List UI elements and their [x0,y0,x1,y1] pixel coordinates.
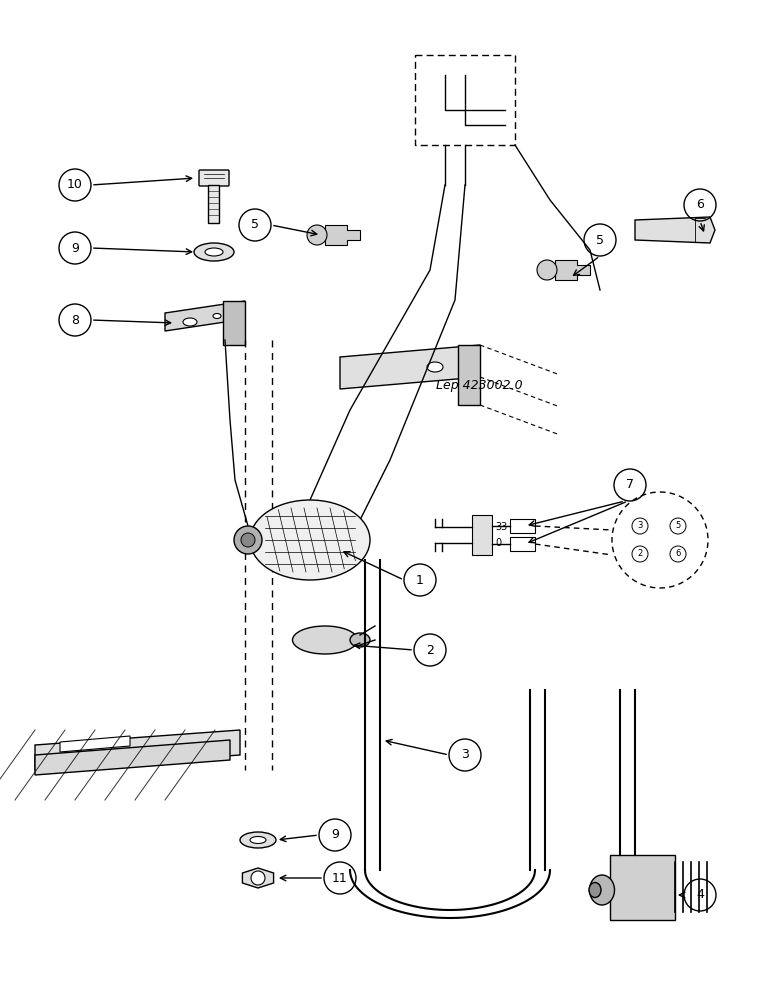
Text: Lep 423002.0: Lep 423002.0 [436,378,523,391]
Text: 8: 8 [71,314,79,326]
Text: 5: 5 [596,233,604,246]
Polygon shape [340,345,480,389]
Circle shape [241,533,255,547]
Circle shape [251,871,265,885]
Text: 2: 2 [638,550,642,558]
Bar [610,855,675,920]
Ellipse shape [250,500,370,580]
Text: 3: 3 [638,522,642,530]
Text: 1: 1 [416,574,424,586]
Polygon shape [35,740,230,775]
Polygon shape [458,345,480,405]
Ellipse shape [250,836,266,844]
Text: 9: 9 [331,828,339,842]
Text: 2: 2 [426,644,434,656]
Circle shape [234,526,262,554]
Text: 4: 4 [696,888,704,902]
Ellipse shape [427,362,443,372]
Ellipse shape [183,318,197,326]
Polygon shape [555,260,590,280]
Text: 7: 7 [626,479,634,491]
Text: 5: 5 [251,219,259,232]
Bar [208,185,219,223]
Circle shape [537,260,557,280]
Polygon shape [635,217,715,243]
Ellipse shape [213,314,221,318]
Text: 0: 0 [495,538,501,548]
Text: 33: 33 [495,522,507,532]
Text: 5: 5 [676,522,681,530]
Ellipse shape [590,875,615,905]
Bar [510,537,535,551]
Text: 10: 10 [67,178,83,192]
Circle shape [307,225,327,245]
Ellipse shape [194,243,234,261]
Polygon shape [165,301,245,331]
Bar [415,55,515,145]
Bar [510,519,535,533]
FancyBboxPatch shape [199,170,229,186]
Ellipse shape [205,248,223,256]
Ellipse shape [240,832,276,848]
Ellipse shape [589,882,601,898]
Text: 3: 3 [461,748,469,762]
Polygon shape [60,736,130,752]
Polygon shape [242,868,273,888]
Polygon shape [223,301,245,345]
Text: 6: 6 [696,198,704,212]
Bar [472,515,492,555]
Ellipse shape [293,626,357,654]
Ellipse shape [350,633,370,647]
Text: 9: 9 [71,241,79,254]
Text: 6: 6 [676,550,681,558]
Polygon shape [35,730,240,770]
Text: 11: 11 [332,871,348,884]
Polygon shape [325,225,360,245]
